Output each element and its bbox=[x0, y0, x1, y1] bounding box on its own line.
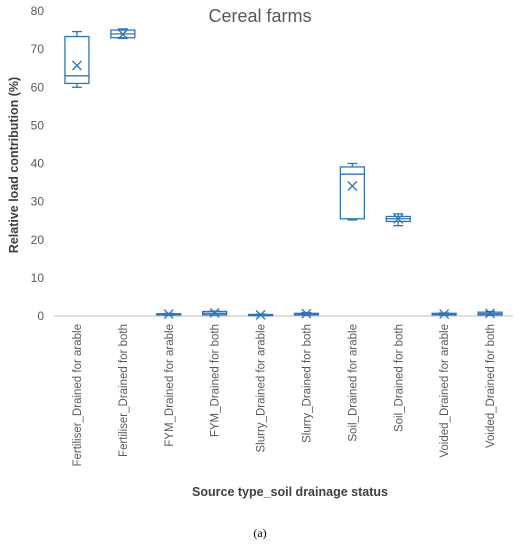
mean-marker bbox=[255, 309, 266, 320]
x-tick-label: FYM_Drained for arable bbox=[164, 324, 176, 447]
box-plot bbox=[293, 308, 320, 319]
box-plot bbox=[431, 309, 457, 320]
x-tick-label: Soil_Drained for both bbox=[393, 324, 405, 432]
y-tick-label: 20 bbox=[31, 233, 45, 247]
mean-marker bbox=[117, 29, 128, 40]
box-plot bbox=[110, 28, 136, 40]
y-axis-title: Relative load contribution (%) bbox=[7, 77, 21, 253]
mean-marker bbox=[485, 308, 496, 319]
y-tick-label: 70 bbox=[31, 42, 45, 56]
x-tick-label: Voided_Drained for arable bbox=[439, 324, 451, 458]
box-iqr bbox=[339, 166, 366, 220]
mean-marker bbox=[71, 60, 82, 71]
mean-marker bbox=[209, 307, 220, 318]
x-tick-label: Fertiliser_Drained for both bbox=[118, 324, 130, 457]
box-plot bbox=[64, 30, 90, 88]
box-plot bbox=[156, 309, 182, 320]
y-tick-label: 10 bbox=[31, 271, 45, 285]
mean-marker bbox=[393, 213, 404, 224]
mean-marker bbox=[301, 308, 312, 319]
x-axis: Fertiliser_Drained for arable Fertiliser_… bbox=[54, 315, 513, 467]
y-tick-label: 80 bbox=[31, 4, 45, 18]
x-axis-title: Source type_soil drainage status bbox=[192, 485, 388, 499]
x-tick-label: Voided_Drained for both bbox=[485, 324, 497, 448]
y-tick-label: 40 bbox=[31, 157, 45, 171]
x-tick-label: Slurry_Drained for arable bbox=[256, 324, 268, 452]
box-series bbox=[64, 28, 503, 320]
y-tick-label: 60 bbox=[31, 80, 45, 94]
mean-marker bbox=[347, 181, 358, 191]
chart-title: Cereal farms bbox=[208, 6, 311, 26]
box-plot bbox=[339, 162, 366, 221]
x-tick-label: FYM_Drained for both bbox=[210, 324, 222, 437]
y-axis: 0 10 20 30 40 50 60 70 80 bbox=[31, 4, 45, 323]
x-tick-label: Soil_Drained for arable bbox=[347, 324, 359, 442]
y-tick-label: 30 bbox=[31, 195, 45, 209]
x-tick-label: Fertiliser_Drained for arable bbox=[72, 324, 84, 467]
x-tick-label: Slurry_Drained for both bbox=[301, 324, 313, 443]
mean-marker bbox=[439, 309, 450, 320]
figure-caption: (a) bbox=[253, 526, 266, 540]
mean-marker bbox=[163, 309, 174, 320]
box-plot bbox=[247, 309, 274, 320]
box-plot bbox=[385, 213, 411, 227]
y-tick-label: 0 bbox=[37, 309, 44, 323]
y-tick-label: 50 bbox=[31, 118, 45, 132]
box-plot bbox=[477, 308, 503, 319]
box-plot bbox=[201, 307, 228, 318]
